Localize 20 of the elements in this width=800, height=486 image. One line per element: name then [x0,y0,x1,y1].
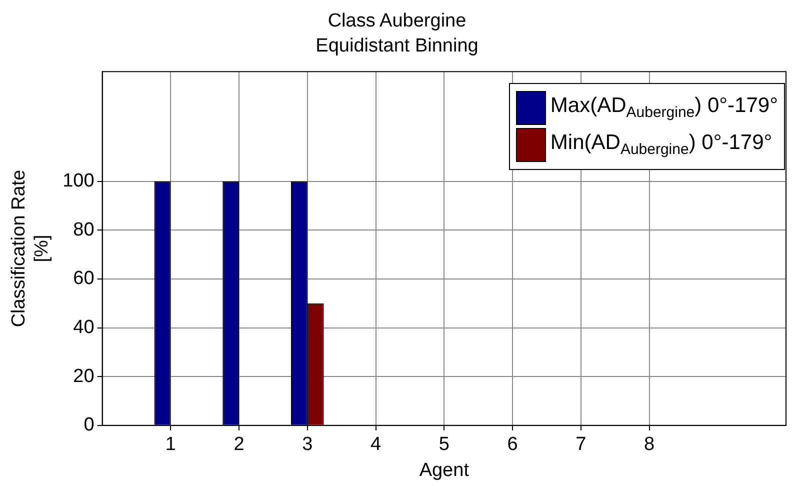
x-axis-title: Agent [419,460,470,481]
y-tick-label: 80 [73,219,94,240]
x-tick-label: 7 [576,434,586,456]
x-tick-label: 3 [302,434,313,456]
chart-subtitle: Equidistant Binning [316,35,478,56]
y-tick-label: 20 [73,366,94,387]
x-tick-label: 4 [370,434,382,456]
x-tick-label: 5 [438,434,450,456]
y-tick-label: 40 [73,317,94,338]
y-tick-label: 60 [73,268,94,290]
y-tick-label: 0 [84,414,94,436]
x-tick-label: 8 [644,434,655,456]
legend-label: Max(AD$_{Aubergine}$) 0°-179° [550,94,778,122]
legend-label: Min(AD$_{Aubergine}$) 0°-179° [550,131,772,159]
x-tick-label: 1 [165,434,176,456]
x-tick-label: 2 [234,434,244,456]
y-axis-title: Classification Rate [%] [8,170,52,328]
x-tick-label: 6 [507,434,518,456]
y-tick-label: 100 [62,170,94,192]
chart-title: Class Aubergine [328,10,466,32]
